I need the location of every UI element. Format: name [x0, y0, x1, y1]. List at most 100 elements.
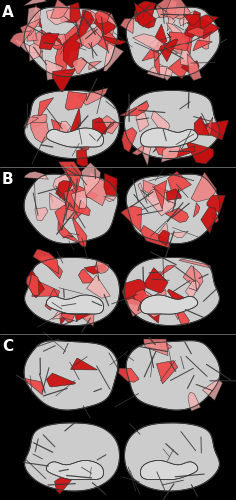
Polygon shape: [77, 148, 88, 167]
Polygon shape: [184, 23, 194, 58]
Polygon shape: [59, 121, 71, 138]
Polygon shape: [24, 172, 49, 179]
Polygon shape: [81, 162, 101, 196]
Polygon shape: [211, 213, 219, 223]
Polygon shape: [10, 30, 32, 48]
Polygon shape: [163, 44, 181, 54]
Polygon shape: [142, 49, 155, 61]
Polygon shape: [121, 206, 141, 232]
Polygon shape: [46, 460, 104, 479]
Polygon shape: [51, 0, 69, 18]
Polygon shape: [138, 302, 142, 311]
Polygon shape: [140, 128, 198, 147]
Polygon shape: [94, 15, 116, 34]
Polygon shape: [52, 68, 76, 92]
Polygon shape: [62, 24, 84, 52]
Polygon shape: [32, 282, 59, 296]
Polygon shape: [95, 261, 109, 274]
Polygon shape: [126, 7, 220, 76]
Polygon shape: [41, 30, 63, 50]
Polygon shape: [207, 195, 225, 213]
Polygon shape: [126, 298, 144, 316]
Polygon shape: [72, 182, 98, 198]
Polygon shape: [183, 266, 203, 289]
Polygon shape: [78, 269, 93, 283]
Polygon shape: [79, 134, 91, 151]
Polygon shape: [24, 174, 118, 244]
Polygon shape: [146, 190, 176, 216]
Polygon shape: [97, 28, 119, 51]
Polygon shape: [164, 0, 191, 20]
Polygon shape: [202, 379, 223, 400]
Polygon shape: [126, 174, 220, 244]
Polygon shape: [167, 16, 175, 31]
Polygon shape: [138, 183, 147, 204]
Polygon shape: [55, 44, 71, 74]
Polygon shape: [168, 58, 189, 79]
Polygon shape: [166, 297, 181, 320]
Polygon shape: [140, 295, 198, 314]
Polygon shape: [151, 110, 169, 131]
Text: A: A: [2, 5, 14, 20]
Polygon shape: [122, 279, 146, 305]
Polygon shape: [194, 203, 200, 217]
Polygon shape: [185, 142, 213, 164]
Polygon shape: [141, 226, 170, 248]
Polygon shape: [147, 290, 167, 312]
Polygon shape: [99, 121, 115, 136]
Polygon shape: [45, 289, 59, 310]
Polygon shape: [78, 88, 108, 105]
Polygon shape: [147, 66, 167, 79]
Polygon shape: [177, 306, 190, 324]
Polygon shape: [104, 42, 124, 71]
Polygon shape: [132, 144, 144, 155]
Polygon shape: [134, 1, 156, 28]
Polygon shape: [55, 474, 73, 494]
Polygon shape: [66, 188, 80, 220]
Polygon shape: [58, 299, 73, 325]
Polygon shape: [118, 368, 139, 382]
Polygon shape: [30, 122, 49, 143]
Polygon shape: [203, 120, 228, 140]
Polygon shape: [65, 92, 87, 110]
Polygon shape: [38, 98, 54, 116]
Polygon shape: [187, 27, 204, 38]
Polygon shape: [47, 32, 62, 44]
Polygon shape: [168, 172, 191, 194]
Polygon shape: [26, 270, 45, 298]
Polygon shape: [46, 373, 76, 387]
Polygon shape: [120, 102, 149, 116]
Polygon shape: [98, 116, 119, 134]
Polygon shape: [87, 128, 100, 138]
Polygon shape: [20, 18, 41, 36]
Polygon shape: [93, 118, 107, 134]
Polygon shape: [61, 304, 78, 323]
Polygon shape: [161, 141, 181, 163]
Polygon shape: [24, 0, 47, 6]
Polygon shape: [49, 193, 71, 210]
Polygon shape: [39, 34, 59, 50]
Polygon shape: [143, 180, 172, 202]
Polygon shape: [136, 111, 149, 132]
Polygon shape: [169, 32, 191, 50]
Polygon shape: [46, 60, 63, 80]
Polygon shape: [154, 180, 167, 210]
Polygon shape: [187, 15, 219, 28]
Polygon shape: [27, 26, 37, 41]
Polygon shape: [156, 360, 177, 384]
Polygon shape: [58, 221, 80, 243]
Polygon shape: [162, 146, 195, 160]
Polygon shape: [156, 137, 182, 148]
Polygon shape: [104, 196, 117, 202]
Polygon shape: [75, 303, 91, 321]
Polygon shape: [155, 24, 167, 45]
Polygon shape: [46, 128, 104, 147]
Polygon shape: [124, 423, 219, 491]
Polygon shape: [55, 205, 67, 231]
Polygon shape: [51, 120, 67, 136]
Polygon shape: [193, 40, 212, 51]
Polygon shape: [104, 174, 117, 196]
Polygon shape: [188, 392, 201, 411]
Polygon shape: [35, 208, 48, 221]
Polygon shape: [155, 63, 173, 80]
